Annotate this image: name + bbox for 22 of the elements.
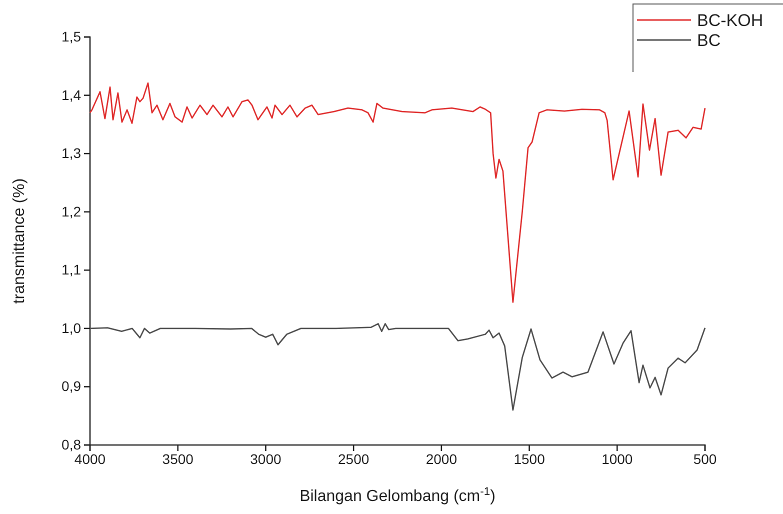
line-series [89, 82, 706, 303]
y-tick-label: 0,9 [62, 378, 82, 394]
x-tick-label: 500 [693, 450, 717, 467]
legend-label: BC-KOH [697, 11, 764, 30]
x-tick-label: 2500 [338, 450, 370, 467]
y-tick-label: 1,2 [62, 203, 82, 220]
legend-label: BC [697, 31, 721, 50]
x-tick-label: 3500 [162, 450, 194, 467]
x-axis-title: Bilangan Gelombang (cm$^{-1}$) [300, 486, 496, 505]
line-series [89, 323, 706, 411]
y-axis-title: transmittance (%) [11, 178, 28, 304]
y-tick-label: 1,3 [62, 145, 82, 162]
x-tick-label: 1500 [514, 450, 546, 467]
y-tick-label: 1,1 [62, 262, 82, 278]
x-tick-label: 1000 [602, 450, 633, 467]
x-tick-label: 4000 [74, 450, 106, 467]
x-tick-label: 3000 [250, 450, 282, 467]
y-tick-label: 0,8 [62, 436, 82, 452]
y-tick-label: 1,5 [62, 28, 82, 44]
y-tick-label: 1,0 [62, 320, 82, 336]
x-tick-label: 2000 [426, 450, 458, 467]
y-tick-label: 1,4 [62, 86, 82, 103]
